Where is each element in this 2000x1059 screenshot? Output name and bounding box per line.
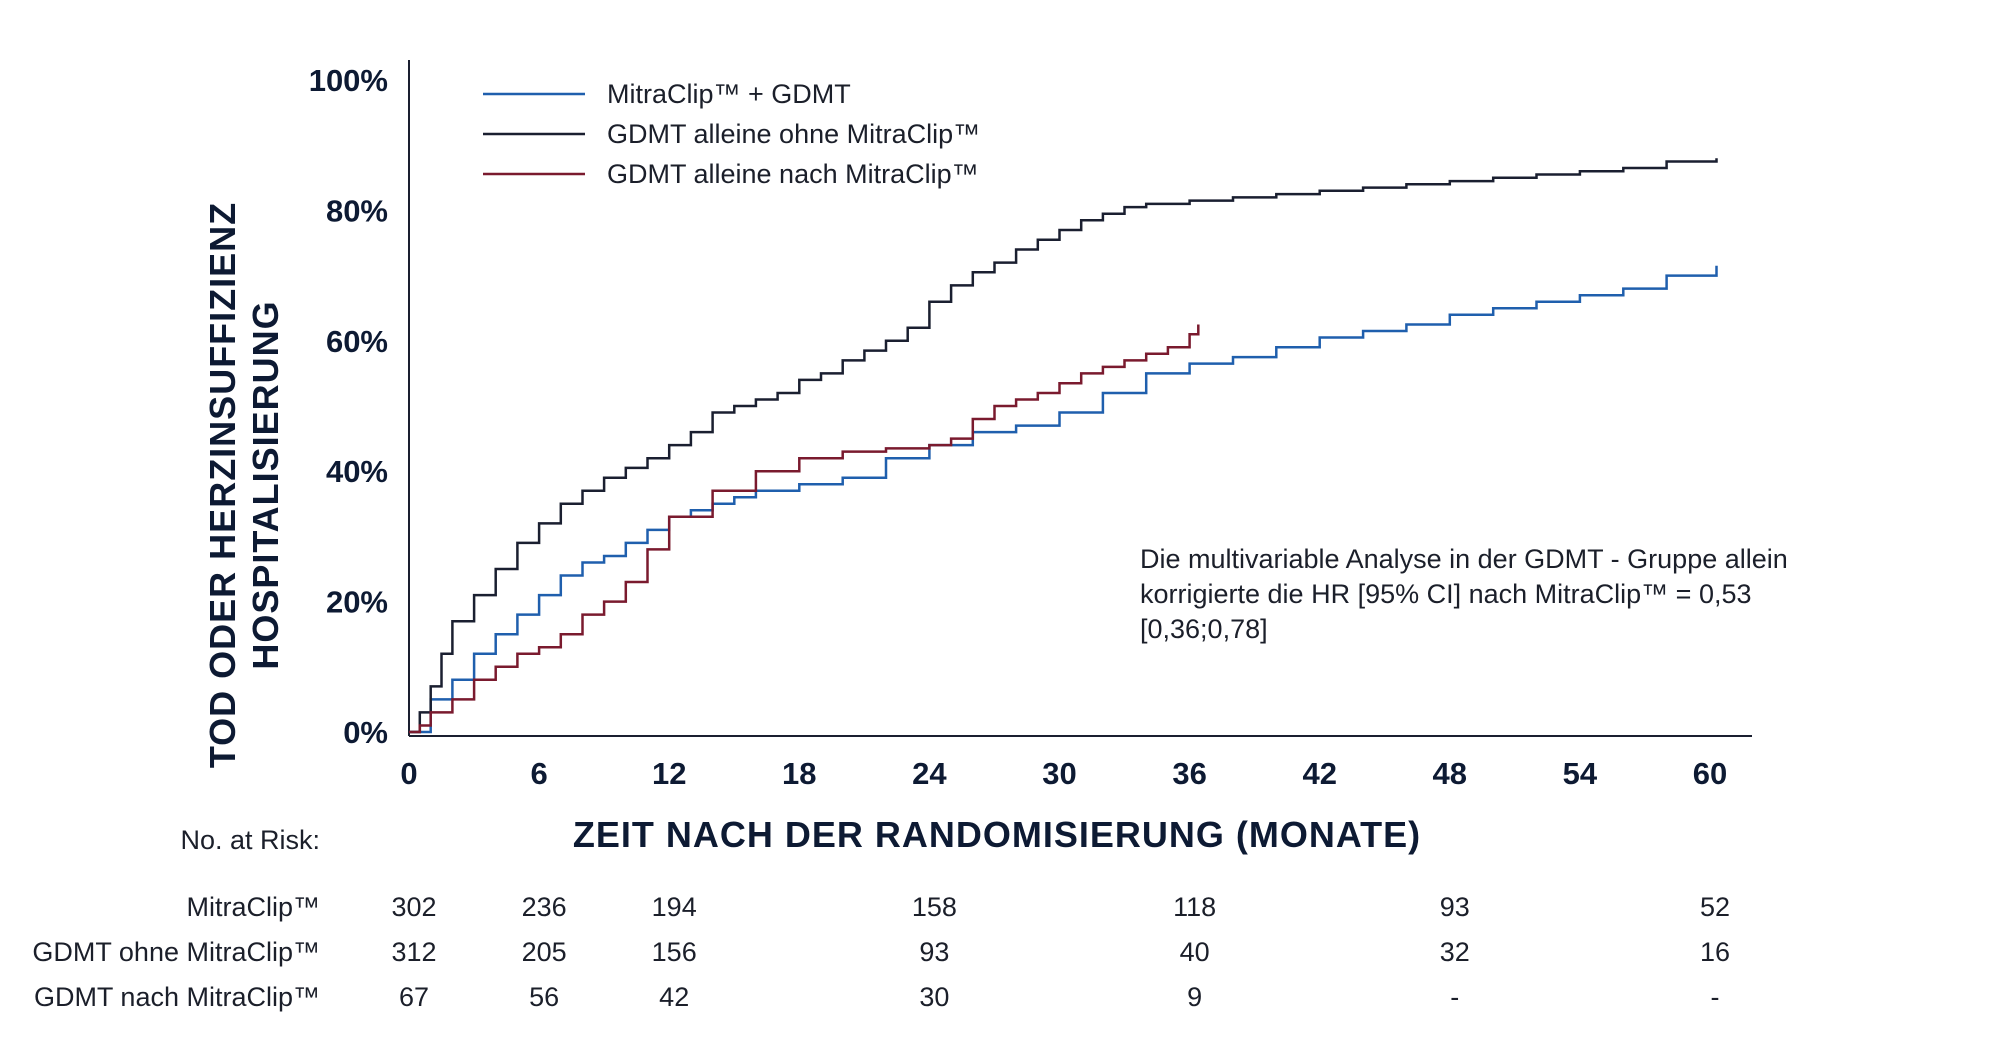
risk-cell: 93 [919, 937, 949, 967]
risk-cell: 158 [912, 892, 957, 922]
risk-cell: 93 [1440, 892, 1470, 922]
x-tick-label: 48 [1433, 756, 1467, 791]
risk-cell: 118 [1173, 892, 1216, 922]
series-line-2 [409, 158, 1718, 734]
x-tick-label: 6 [530, 756, 547, 791]
risk-row-label: MitraClip™ [186, 892, 320, 922]
risk-cell: 40 [1180, 937, 1210, 967]
y-tick-label: 100% [309, 63, 388, 98]
y-tick-label: 40% [326, 454, 388, 489]
risk-cell: 302 [391, 892, 436, 922]
risk-cell: - [1450, 982, 1459, 1012]
risk-cell: 52 [1700, 892, 1730, 922]
risk-table: No. at Risk: MitraClip™ 302 236 194 158 118 93 5… [32, 825, 1730, 1012]
x-tick-label: 42 [1302, 756, 1336, 791]
risk-cell: 30 [919, 982, 949, 1012]
risk-cell: 156 [652, 937, 697, 967]
risk-table-title: No. at Risk: [180, 825, 320, 855]
x-tick-label: 54 [1563, 756, 1598, 791]
legend: MitraClip™ + GDMT GDMT alleine ohne Mitra… [483, 79, 980, 189]
risk-cell: 236 [522, 892, 567, 922]
x-tick-label: 18 [782, 756, 816, 791]
risk-cell: 312 [391, 937, 436, 967]
risk-row-label: GDMT ohne MitraClip™ [32, 937, 320, 967]
x-tick-label: 60 [1693, 756, 1727, 791]
x-tick-label: 0 [400, 756, 417, 791]
risk-cell: - [1711, 982, 1720, 1012]
hr-annotation: Die multivariable Analyse in der GDMT - … [1140, 544, 1788, 644]
y-axis-title: TOD ODER HERZINSUFFIZIENZ HOSPITALISIERU… [202, 202, 286, 768]
risk-cell: 32 [1440, 937, 1470, 967]
annotation-line: Die multivariable Analyse in der GDMT - … [1140, 544, 1788, 574]
legend-label: MitraClip™ + GDMT [607, 79, 851, 109]
y-axis-title-line-2: HOSPITALISIERUNG [245, 300, 286, 669]
risk-cell: 56 [529, 982, 559, 1012]
y-tick-label: 60% [326, 324, 388, 359]
series-line-3 [409, 324, 1200, 734]
y-tick-label: 20% [326, 585, 388, 620]
x-tick-label: 12 [652, 756, 686, 791]
risk-cell: 16 [1700, 937, 1730, 967]
y-tick-label: 80% [326, 193, 388, 228]
annotation-line: korrigierte die HR [95% CI] nach MitraCl… [1140, 579, 1752, 609]
risk-row-label: GDMT nach MitraClip™ [34, 982, 320, 1012]
risk-cell: 194 [652, 892, 697, 922]
risk-cell: 67 [399, 982, 429, 1012]
legend-label: GDMT alleine nach MitraClip™ [607, 159, 979, 189]
x-axis-title: ZEIT NACH DER RANDOMISIERUNG (MONATE) [573, 814, 1421, 855]
risk-cell: 9 [1187, 982, 1202, 1012]
x-tick-label: 30 [1042, 756, 1076, 791]
risk-cell: 42 [659, 982, 689, 1012]
y-axis-title-line-1: TOD ODER HERZINSUFFIZIENZ [202, 202, 243, 768]
x-tick-label: 24 [912, 756, 947, 791]
x-tick-label: 36 [1172, 756, 1206, 791]
y-tick-labels: 0% 20% 40% 60% 80% 100% [309, 63, 388, 750]
legend-label: GDMT alleine ohne MitraClip™ [607, 119, 980, 149]
annotation-line: [0,36;0,78] [1140, 614, 1268, 644]
risk-cell: 205 [522, 937, 567, 967]
series-line-1 [409, 265, 1718, 734]
y-tick-label: 0% [343, 715, 388, 750]
x-tick-labels: 0 6 12 18 24 30 36 42 48 54 60 [400, 756, 1727, 791]
series-lines [409, 158, 1718, 734]
